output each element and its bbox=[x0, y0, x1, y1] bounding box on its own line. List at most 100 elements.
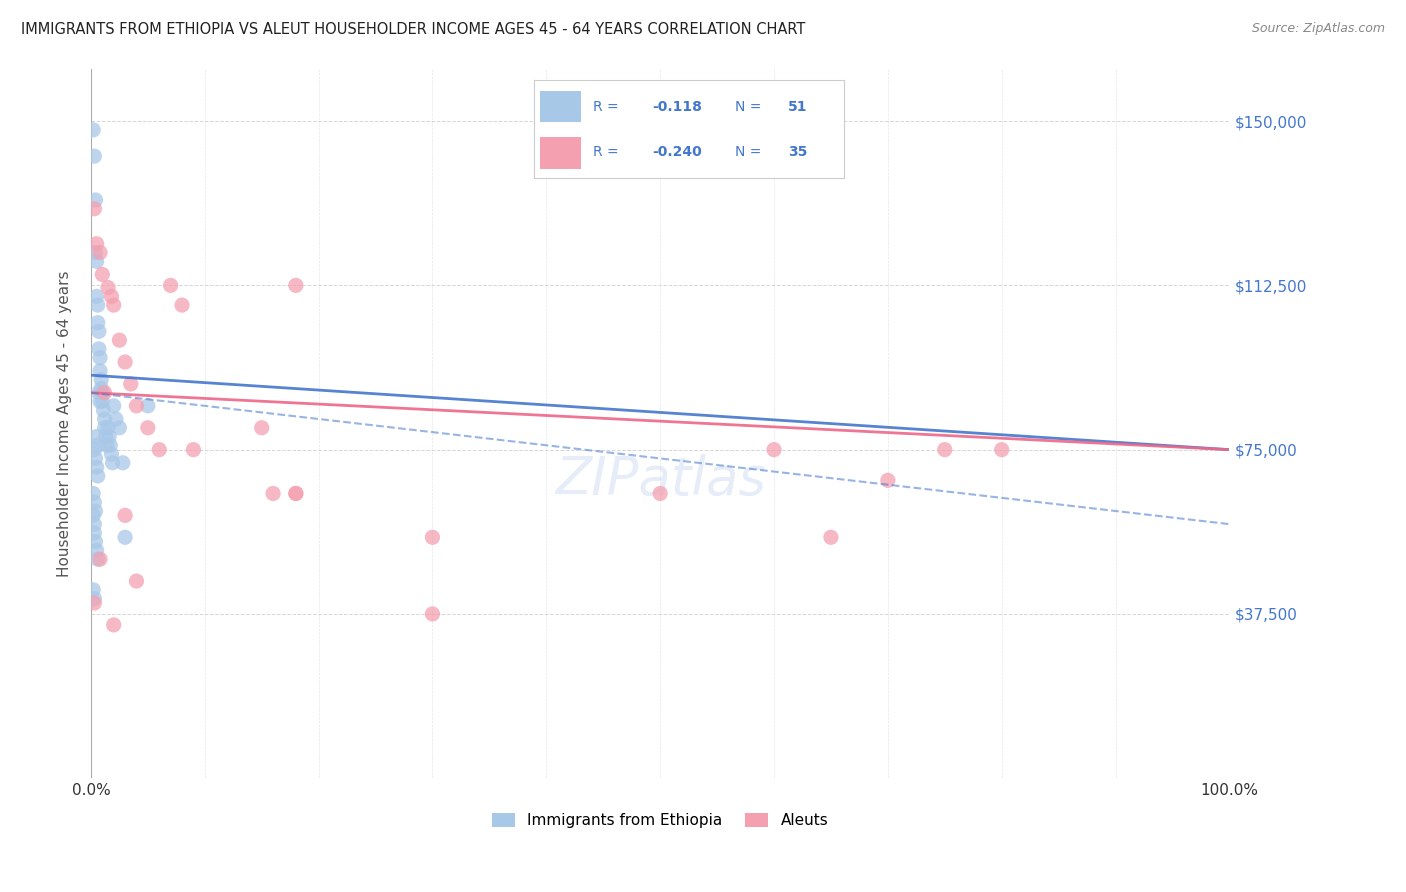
Point bbox=[98, 438, 121, 452]
Point bbox=[93, 403, 115, 417]
Point bbox=[86, 429, 108, 443]
Text: -0.240: -0.240 bbox=[652, 145, 702, 159]
Point bbox=[83, 495, 105, 509]
Point bbox=[82, 123, 104, 137]
Point bbox=[103, 298, 125, 312]
Point bbox=[87, 324, 110, 338]
Point bbox=[87, 552, 110, 566]
Point bbox=[820, 530, 842, 544]
Point bbox=[284, 486, 307, 500]
Point bbox=[89, 552, 111, 566]
Text: ZIPatlas: ZIPatlas bbox=[555, 454, 766, 506]
Point bbox=[89, 364, 111, 378]
Point bbox=[91, 268, 114, 282]
Legend: Immigrants from Ethiopia, Aleuts: Immigrants from Ethiopia, Aleuts bbox=[486, 807, 834, 834]
Point bbox=[83, 596, 105, 610]
Point bbox=[82, 486, 104, 500]
Point bbox=[93, 385, 115, 400]
Point bbox=[83, 525, 105, 540]
Point bbox=[89, 394, 111, 409]
Point bbox=[94, 429, 117, 443]
Point bbox=[87, 342, 110, 356]
Point bbox=[86, 460, 108, 475]
Point bbox=[114, 530, 136, 544]
Text: 35: 35 bbox=[787, 145, 807, 159]
Point bbox=[262, 486, 284, 500]
Point bbox=[170, 298, 193, 312]
Point bbox=[84, 245, 107, 260]
Point bbox=[422, 530, 444, 544]
Point bbox=[120, 376, 142, 391]
Point bbox=[159, 278, 181, 293]
Point bbox=[934, 442, 956, 457]
FancyBboxPatch shape bbox=[540, 137, 581, 169]
Point bbox=[183, 442, 205, 457]
Point bbox=[87, 385, 110, 400]
Point bbox=[87, 298, 110, 312]
Point bbox=[84, 193, 107, 207]
FancyBboxPatch shape bbox=[540, 91, 581, 122]
Point bbox=[89, 245, 111, 260]
Point bbox=[103, 399, 125, 413]
Point bbox=[83, 149, 105, 163]
Point bbox=[108, 421, 131, 435]
Point bbox=[108, 333, 131, 347]
Point bbox=[284, 486, 307, 500]
Point bbox=[125, 399, 148, 413]
Point bbox=[82, 582, 104, 597]
Point bbox=[84, 504, 107, 518]
Point bbox=[111, 456, 134, 470]
Point bbox=[87, 469, 110, 483]
Point bbox=[87, 438, 110, 452]
Text: Source: ZipAtlas.com: Source: ZipAtlas.com bbox=[1251, 22, 1385, 36]
Point bbox=[86, 236, 108, 251]
Point bbox=[84, 451, 107, 466]
Point bbox=[93, 421, 115, 435]
Point bbox=[86, 254, 108, 268]
Text: -0.118: -0.118 bbox=[652, 100, 702, 114]
Point bbox=[422, 607, 444, 621]
Text: N =: N = bbox=[735, 145, 762, 159]
Point bbox=[83, 517, 105, 532]
Point bbox=[114, 355, 136, 369]
Point bbox=[125, 574, 148, 588]
Point bbox=[93, 412, 115, 426]
Point bbox=[103, 618, 125, 632]
Y-axis label: Householder Income Ages 45 - 64 years: Householder Income Ages 45 - 64 years bbox=[58, 270, 72, 576]
Point bbox=[650, 486, 672, 500]
Point bbox=[136, 399, 159, 413]
Point bbox=[114, 508, 136, 523]
Point bbox=[876, 473, 898, 487]
Point bbox=[90, 373, 112, 387]
Point bbox=[990, 442, 1012, 457]
Text: IMMIGRANTS FROM ETHIOPIA VS ALEUT HOUSEHOLDER INCOME AGES 45 - 64 YEARS CORRELAT: IMMIGRANTS FROM ETHIOPIA VS ALEUT HOUSEH… bbox=[21, 22, 806, 37]
Point bbox=[763, 442, 786, 457]
Point bbox=[97, 421, 120, 435]
Point bbox=[100, 447, 122, 461]
Point bbox=[82, 508, 104, 523]
Text: R =: R = bbox=[593, 145, 619, 159]
Text: N =: N = bbox=[735, 100, 762, 114]
Point bbox=[100, 289, 122, 303]
Point bbox=[104, 412, 127, 426]
Point bbox=[98, 429, 121, 443]
Point bbox=[101, 456, 124, 470]
Point bbox=[83, 591, 105, 606]
Point bbox=[250, 421, 273, 435]
Text: 51: 51 bbox=[787, 100, 807, 114]
Point bbox=[83, 442, 105, 457]
Point bbox=[96, 438, 118, 452]
Point bbox=[84, 534, 107, 549]
Point bbox=[91, 385, 114, 400]
Point bbox=[86, 543, 108, 558]
Text: R =: R = bbox=[593, 100, 619, 114]
Point bbox=[284, 278, 307, 293]
Point bbox=[136, 421, 159, 435]
Point bbox=[90, 381, 112, 395]
Point bbox=[86, 289, 108, 303]
Point bbox=[148, 442, 170, 457]
Point bbox=[87, 316, 110, 330]
Point bbox=[89, 351, 111, 365]
Point bbox=[83, 202, 105, 216]
Point bbox=[91, 394, 114, 409]
